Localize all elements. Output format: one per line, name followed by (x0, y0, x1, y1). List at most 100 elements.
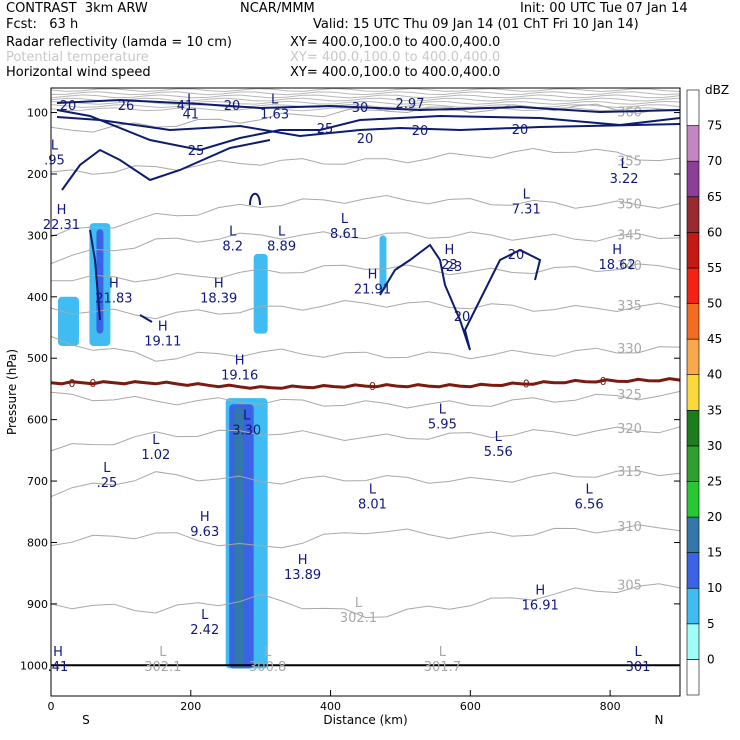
colorbar-swatch (686, 623, 700, 660)
zero-isotherm-label: 0 (89, 377, 96, 390)
theta-label: 355 (617, 155, 642, 170)
wind-label: 25 (317, 122, 334, 137)
stratosphere-contour (50, 103, 681, 109)
theta-contour-305 (50, 583, 681, 619)
colorbar-label: 30 (707, 439, 722, 453)
colorbar-label: 40 (707, 368, 722, 382)
colorbar-swatch (686, 232, 700, 269)
theta-label: 315 (617, 465, 642, 480)
y-tick-label: 500 (27, 352, 48, 365)
extremum-type: L (439, 645, 447, 660)
extremum-type: H (109, 277, 119, 292)
wind-contour (56, 109, 681, 152)
theta-label: 360 (617, 106, 642, 121)
field-3-name: Horizontal wind speed (6, 65, 151, 80)
extremum-value: 301 (626, 660, 651, 675)
extremum-value: .41 (48, 660, 69, 675)
y-axis-label: Pressure (hPa) (5, 349, 19, 435)
field-2-xy: XY= 400.0,100.0 to 400.0,400.0 (290, 50, 501, 65)
extremum-type: L (187, 92, 195, 107)
extremum-type: H (214, 277, 224, 292)
extremum-value: 2.42 (190, 623, 219, 638)
extremum-value: 1.63 (260, 107, 289, 122)
extremum-type: L (586, 482, 594, 497)
extremum-value: 8.61 (330, 227, 359, 242)
y-tick-label: 300 (27, 229, 48, 242)
reflectivity-cell (57, 296, 79, 346)
wind-label: 25 (188, 144, 205, 159)
extremum-type: H (444, 243, 454, 258)
theta-contour-340 (51, 263, 681, 283)
extremum-type: H (535, 584, 545, 599)
stratosphere-contour (50, 87, 681, 93)
extremum-value: 19.11 (144, 335, 181, 350)
field-1-xy: XY= 400.0,100.0 to 400.0,400.0 (290, 35, 501, 50)
wind-label: 20 (508, 248, 525, 263)
wind-label: 30 (352, 101, 369, 116)
extremum-value: 5.56 (484, 445, 513, 460)
colorbar-swatch (686, 445, 700, 482)
wind-label: 20 (454, 310, 471, 325)
extremum-type: L (620, 157, 628, 172)
stratosphere-contour (50, 107, 681, 112)
extremum-type: L (152, 433, 160, 448)
extremum-value: 5.95 (428, 417, 457, 432)
x-axis-label: Distance (km) (323, 713, 407, 727)
colorbar-label: 65 (707, 190, 722, 204)
colorbar-swatch (686, 267, 700, 304)
colorbar-swatch (686, 89, 700, 126)
colorbar-swatch (686, 303, 700, 340)
extremum-type: L (439, 402, 447, 417)
y-tick-label: 700 (27, 475, 48, 488)
extremum-value: 23 (441, 258, 458, 273)
colorbar-swatch (686, 481, 700, 518)
colorbar-label: 55 (707, 261, 722, 275)
colorbar-swatch (686, 552, 700, 589)
colorbar-swatch (686, 196, 700, 233)
y-tick-label: 1000 (20, 659, 48, 672)
stratosphere-contour (50, 97, 681, 102)
extremum-type: L (271, 92, 279, 107)
model-title: CONTRAST 3km ARW (6, 1, 148, 16)
colorbar-label: 60 (707, 225, 722, 239)
y-tick-label: 900 (27, 598, 48, 611)
theta-contour-345 (50, 231, 681, 265)
theta-contour-350 (50, 194, 681, 238)
theta-contour-320 (50, 426, 681, 452)
extremum-type: L (634, 645, 642, 660)
extremum-type: H (235, 353, 245, 368)
reflectivity-cell (260, 591, 268, 669)
wind-label: 41 (177, 99, 194, 114)
wind-label: 20 (224, 99, 241, 114)
extremum-type: L (243, 409, 251, 424)
reflectivity-cell (379, 235, 387, 291)
extremum-type: H (53, 645, 63, 660)
extremum-type: L (51, 138, 59, 153)
colorbar-label: 15 (707, 546, 722, 560)
wind-label: 20 (60, 99, 77, 114)
extremum-type: L (229, 224, 237, 239)
extremum-type: H (298, 553, 308, 568)
extremum-value: .25 (97, 476, 118, 491)
colorbar-label: 20 (707, 510, 722, 524)
field-3-xy: XY= 400.0,100.0 to 400.0,400.0 (290, 65, 501, 80)
colorbar-label: 5 (707, 617, 715, 631)
extremum-value: 300.8 (249, 660, 286, 675)
x-tick-label: 600 (460, 700, 481, 713)
wind-label: 20 (512, 123, 529, 138)
theta-label: 350 (617, 198, 642, 213)
extremum-type: L (341, 212, 349, 227)
colorbar-swatch (686, 338, 700, 376)
theta-label: 305 (617, 578, 642, 593)
extremum-type: L (264, 645, 272, 660)
y-tick-label: 800 (27, 536, 48, 549)
init-time: Init: 00 UTC Tue 07 Jan 14 (520, 1, 688, 16)
extremum-value: 3.22 (610, 172, 639, 187)
colorbar-swatch (686, 125, 700, 162)
extremum-value: 21.91 (354, 282, 391, 297)
plot-frame (50, 87, 681, 697)
extremum-value: 22.31 (43, 218, 80, 233)
reflectivity-cell (234, 407, 244, 669)
extremum-value: 8.2 (222, 239, 243, 254)
